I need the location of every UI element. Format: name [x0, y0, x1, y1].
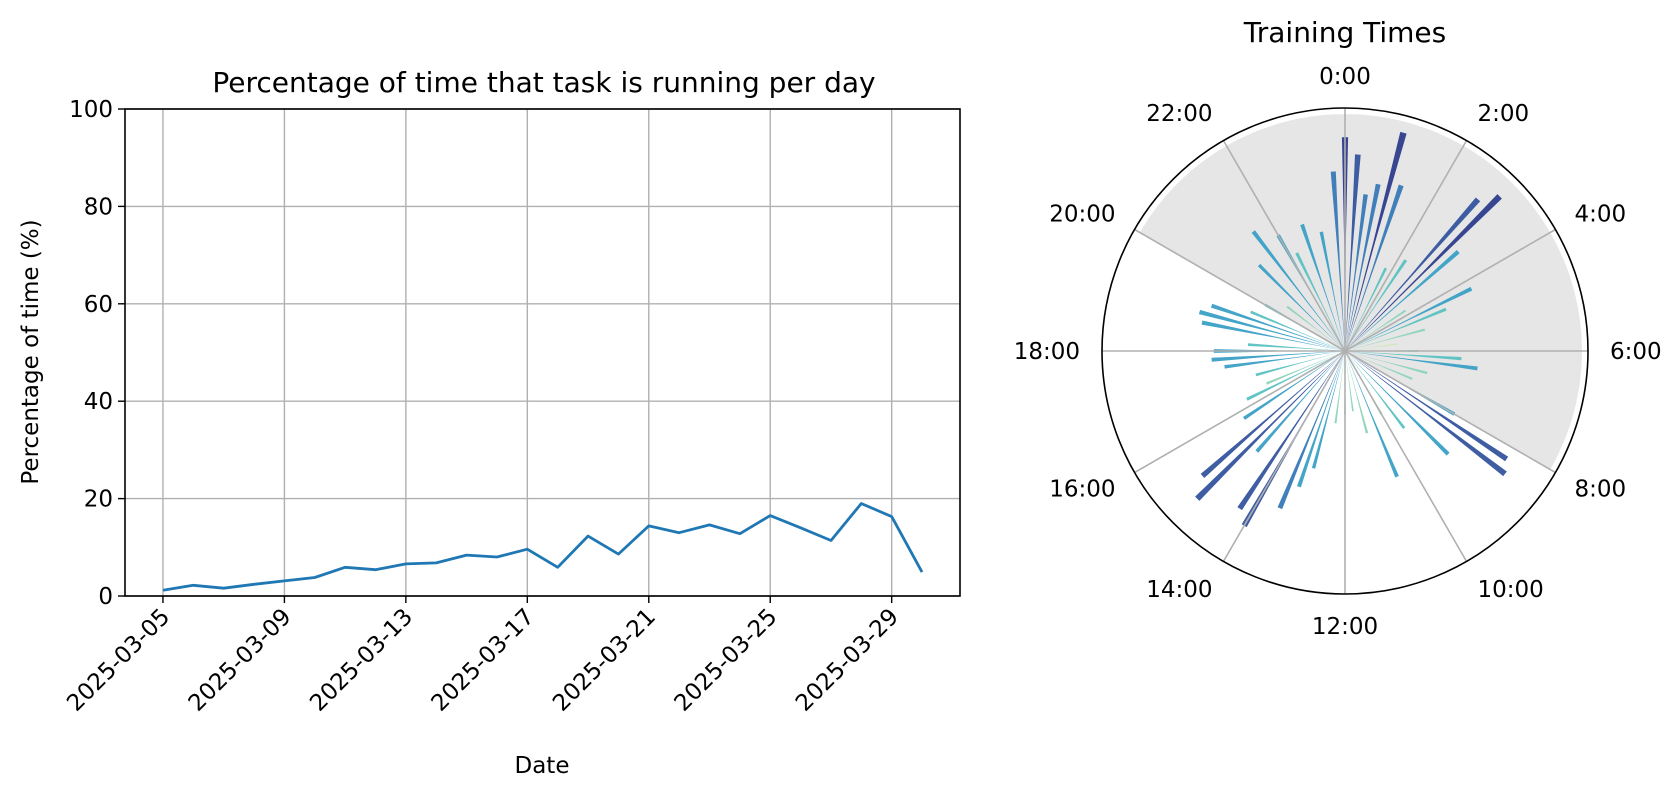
polar-angle-label: 22:00	[1146, 101, 1212, 127]
polar-spoke	[1198, 309, 1345, 351]
line-series	[162, 502, 924, 592]
polar-spoke	[1255, 351, 1345, 377]
x-axis-label: Date	[515, 753, 570, 779]
polar-spoke	[1345, 328, 1426, 351]
polar-spoke	[1319, 231, 1345, 351]
polar-gridline	[1344, 140, 1468, 352]
polar-spoke	[1345, 194, 1502, 351]
polar-spoke	[1345, 351, 1413, 380]
polar-spoke	[1345, 267, 1387, 351]
polar-spoke	[1345, 351, 1399, 478]
polar-chart: Training Times 0:00 2:00 4:00 6:00 8:00 10:00…	[1014, 16, 1662, 640]
polar-spoke	[1345, 351, 1450, 456]
polar-angle-label: 10:00	[1478, 577, 1544, 603]
polar-angle-label: 2:00	[1478, 101, 1530, 127]
polar-spoke	[1345, 183, 1381, 351]
polar-spoke	[1311, 351, 1345, 469]
polar-gridline	[1344, 350, 1468, 562]
polar-spoke	[1255, 351, 1345, 453]
polar-spoke	[1200, 351, 1345, 478]
polar-angle-label: 0:00	[1319, 64, 1371, 90]
y-tick-label: 100	[69, 97, 113, 123]
polar-spoke	[1243, 351, 1345, 420]
polar-angle-label: 4:00	[1575, 202, 1627, 228]
polar-spoke	[1345, 131, 1407, 351]
polar-spoke	[1257, 263, 1345, 351]
y-tick-label: 80	[84, 194, 113, 220]
polar-chart-title: Training Times	[1243, 16, 1447, 49]
polar-spoke	[1286, 305, 1345, 351]
polar-angle-label: 20:00	[1049, 202, 1115, 228]
polar-grid	[1102, 108, 1588, 594]
polar-angle-label: 6:00	[1610, 339, 1662, 365]
polar-angle-label: 14:00	[1146, 577, 1212, 603]
polar-spoke	[1345, 250, 1460, 351]
polar-spoke	[1345, 351, 1507, 477]
polar-angle-labels: 0:00 2:00 4:00 6:00 8:00 10:00 12:00 14:00 16:00…	[1014, 64, 1662, 640]
polar-spoke	[1246, 351, 1345, 401]
polar-spoke	[1251, 230, 1345, 351]
polar-spoke	[1295, 252, 1345, 351]
polar-spoke	[1277, 351, 1345, 510]
polar-spoke	[1345, 351, 1406, 429]
polar-angle-label: 18:00	[1014, 339, 1080, 365]
y-tick-label: 20	[84, 487, 113, 513]
polar-angle-label: 12:00	[1312, 614, 1378, 640]
polar-spoke	[1345, 184, 1404, 351]
polar-spoke	[1345, 259, 1408, 351]
polar-spoke	[1210, 303, 1345, 351]
polar-spokes	[1195, 131, 1509, 528]
polar-spoke	[1237, 351, 1345, 511]
polar-outline	[1101, 107, 1589, 595]
polar-spoke	[1250, 310, 1345, 351]
polar-spoke	[1345, 309, 1407, 351]
polar-angle-label: 8:00	[1575, 477, 1627, 503]
polar-gridline	[1134, 350, 1346, 474]
polar-spoke	[1297, 351, 1345, 488]
line-chart-frame	[124, 108, 961, 597]
polar-spoke	[1345, 351, 1428, 375]
polar-gridline	[1344, 350, 1556, 474]
polar-spoke	[1201, 320, 1345, 351]
polar-spoke	[1345, 351, 1509, 462]
line-chart-y-ticks: 0 20 40 60 80 100	[69, 97, 125, 610]
polar-spoke	[1266, 351, 1345, 385]
polar-gridline	[1222, 350, 1346, 562]
polar-spoke	[1345, 307, 1447, 351]
y-axis-label: Percentage of time (%)	[18, 219, 44, 484]
polar-gridline	[1134, 228, 1346, 352]
polar-spoke	[1345, 197, 1481, 351]
polar-spoke	[1300, 223, 1345, 351]
y-tick-label: 60	[84, 292, 113, 318]
polar-angle-label: 16:00	[1049, 477, 1115, 503]
polar-spoke	[1195, 351, 1345, 501]
y-tick-label: 0	[98, 584, 113, 610]
y-tick-label: 40	[84, 389, 113, 415]
polar-gridline	[1344, 228, 1556, 352]
polar-spoke	[1345, 286, 1473, 351]
line-chart-title: Percentage of time that task is running …	[212, 66, 875, 99]
polar-spoke	[1345, 351, 1369, 434]
polar-gridline	[1222, 140, 1346, 352]
